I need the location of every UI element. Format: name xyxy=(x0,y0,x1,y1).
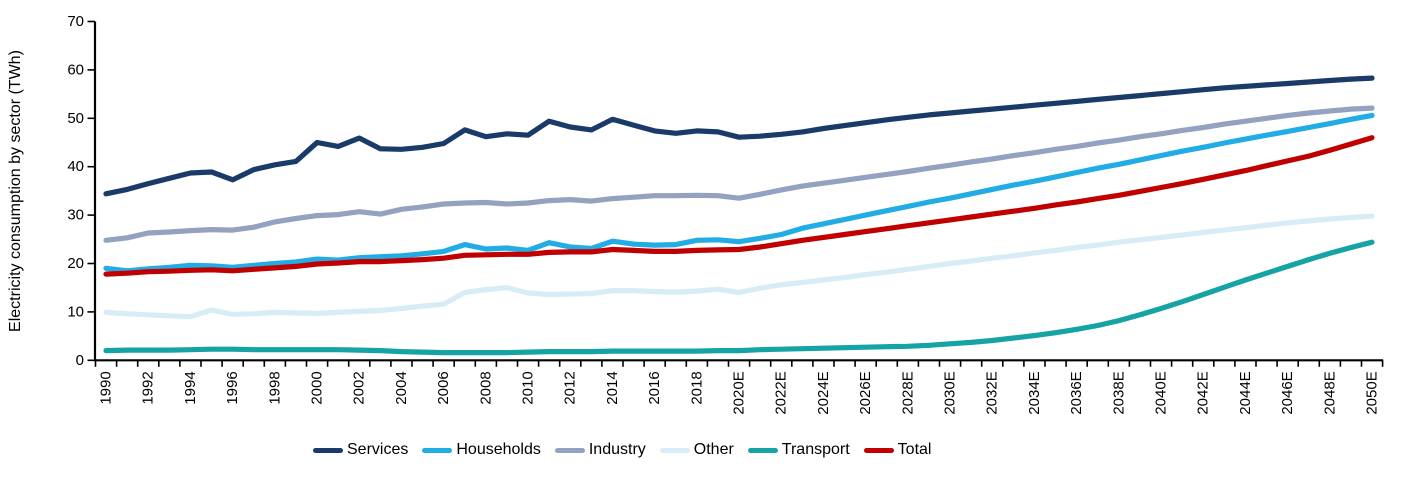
x-axis-tick-label: 2026E xyxy=(857,371,874,414)
x-axis-tick-label: 1992 xyxy=(140,371,157,404)
y-axis-tick-label: 40 xyxy=(67,158,84,175)
x-axis-tick-label: 2048E xyxy=(1321,371,1338,414)
x-axis-tick-label: 2030E xyxy=(942,371,959,414)
x-axis-tick-label: 2040E xyxy=(1153,371,1170,414)
x-axis-tick-label: 1994 xyxy=(182,371,199,404)
legend-label-transport: Transport xyxy=(781,441,850,458)
legend-item-transport: Transport xyxy=(747,441,850,458)
y-axis-tick-label: 0 xyxy=(76,352,84,369)
x-axis-tick-label: 2018 xyxy=(688,371,705,404)
legend-swatch-total xyxy=(863,447,894,453)
legend-label-other: Other xyxy=(693,441,734,458)
legend-item-services: Services xyxy=(313,442,408,458)
legend-item-total: Total xyxy=(863,441,932,458)
x-axis-tick-label: 2036E xyxy=(1068,371,1085,414)
y-axis-tick-label: 60 xyxy=(67,61,84,78)
series-line-services xyxy=(103,75,1375,197)
series-line-other xyxy=(103,213,1375,320)
x-axis-tick-label: 2006 xyxy=(435,371,452,404)
x-axis-tick-label: 2022E xyxy=(773,371,790,414)
x-axis-tick-label: 2042E xyxy=(1195,371,1212,414)
legend-swatch-households xyxy=(422,447,453,453)
legend-swatch-services xyxy=(313,447,343,453)
y-axis-tick-label: 20 xyxy=(67,255,84,272)
legend-label-households: Households xyxy=(456,441,541,458)
x-axis-tick-label: 2034E xyxy=(1026,371,1043,414)
x-axis-tick-label: 2032E xyxy=(984,371,1001,414)
legend-swatch-industry xyxy=(554,447,585,453)
series-line-households xyxy=(103,112,1375,274)
y-axis-tick-label: 10 xyxy=(67,303,84,320)
x-axis-tick-label: 2050E xyxy=(1364,371,1381,414)
x-axis-tick-label: 1996 xyxy=(224,371,241,404)
legend-swatch-other xyxy=(659,447,690,453)
legend-label-services: Services xyxy=(347,441,409,458)
x-axis-tick-label: 2004 xyxy=(393,371,410,404)
legend: Services Households Industry Other Transport… xyxy=(313,442,931,458)
series-line-transport xyxy=(103,239,1375,356)
x-axis-tick-label: 1998 xyxy=(266,371,283,404)
x-axis-tick-label: 2008 xyxy=(477,371,494,404)
x-axis-tick-label: 2028E xyxy=(899,371,916,414)
x-axis-tick-label: 2002 xyxy=(351,371,368,404)
x-axis-tick-label: 2016 xyxy=(646,371,663,404)
y-axis-tick-label: 50 xyxy=(67,110,84,127)
x-axis-tick-label: 2038E xyxy=(1110,371,1127,414)
x-axis-tick-label: 2014 xyxy=(604,371,621,404)
legend-swatch-transport xyxy=(747,447,778,453)
x-axis-tick-label: 2010 xyxy=(520,371,537,404)
series-line-industry xyxy=(103,105,1375,243)
legend-label-total: Total xyxy=(897,441,932,458)
x-axis-tick-label: 2020E xyxy=(731,371,748,414)
x-axis-tick-label: 2012 xyxy=(562,371,579,404)
legend-label-industry: Industry xyxy=(588,441,646,458)
series-line-total xyxy=(103,135,1375,277)
y-axis-tick-label: 30 xyxy=(67,207,84,224)
legend-item-other: Other xyxy=(659,441,734,458)
x-axis-tick-label: 2000 xyxy=(309,371,326,404)
legend-item-industry: Industry xyxy=(554,441,646,458)
x-axis-tick-label: 2046E xyxy=(1279,371,1296,414)
x-axis-tick-label: 1990 xyxy=(98,371,115,404)
x-axis-tick-label: 2024E xyxy=(815,371,832,414)
x-axis-tick-label: 2044E xyxy=(1237,371,1254,414)
y-axis-tick-label: 70 xyxy=(67,13,84,30)
legend-item-households: Households xyxy=(422,442,541,458)
